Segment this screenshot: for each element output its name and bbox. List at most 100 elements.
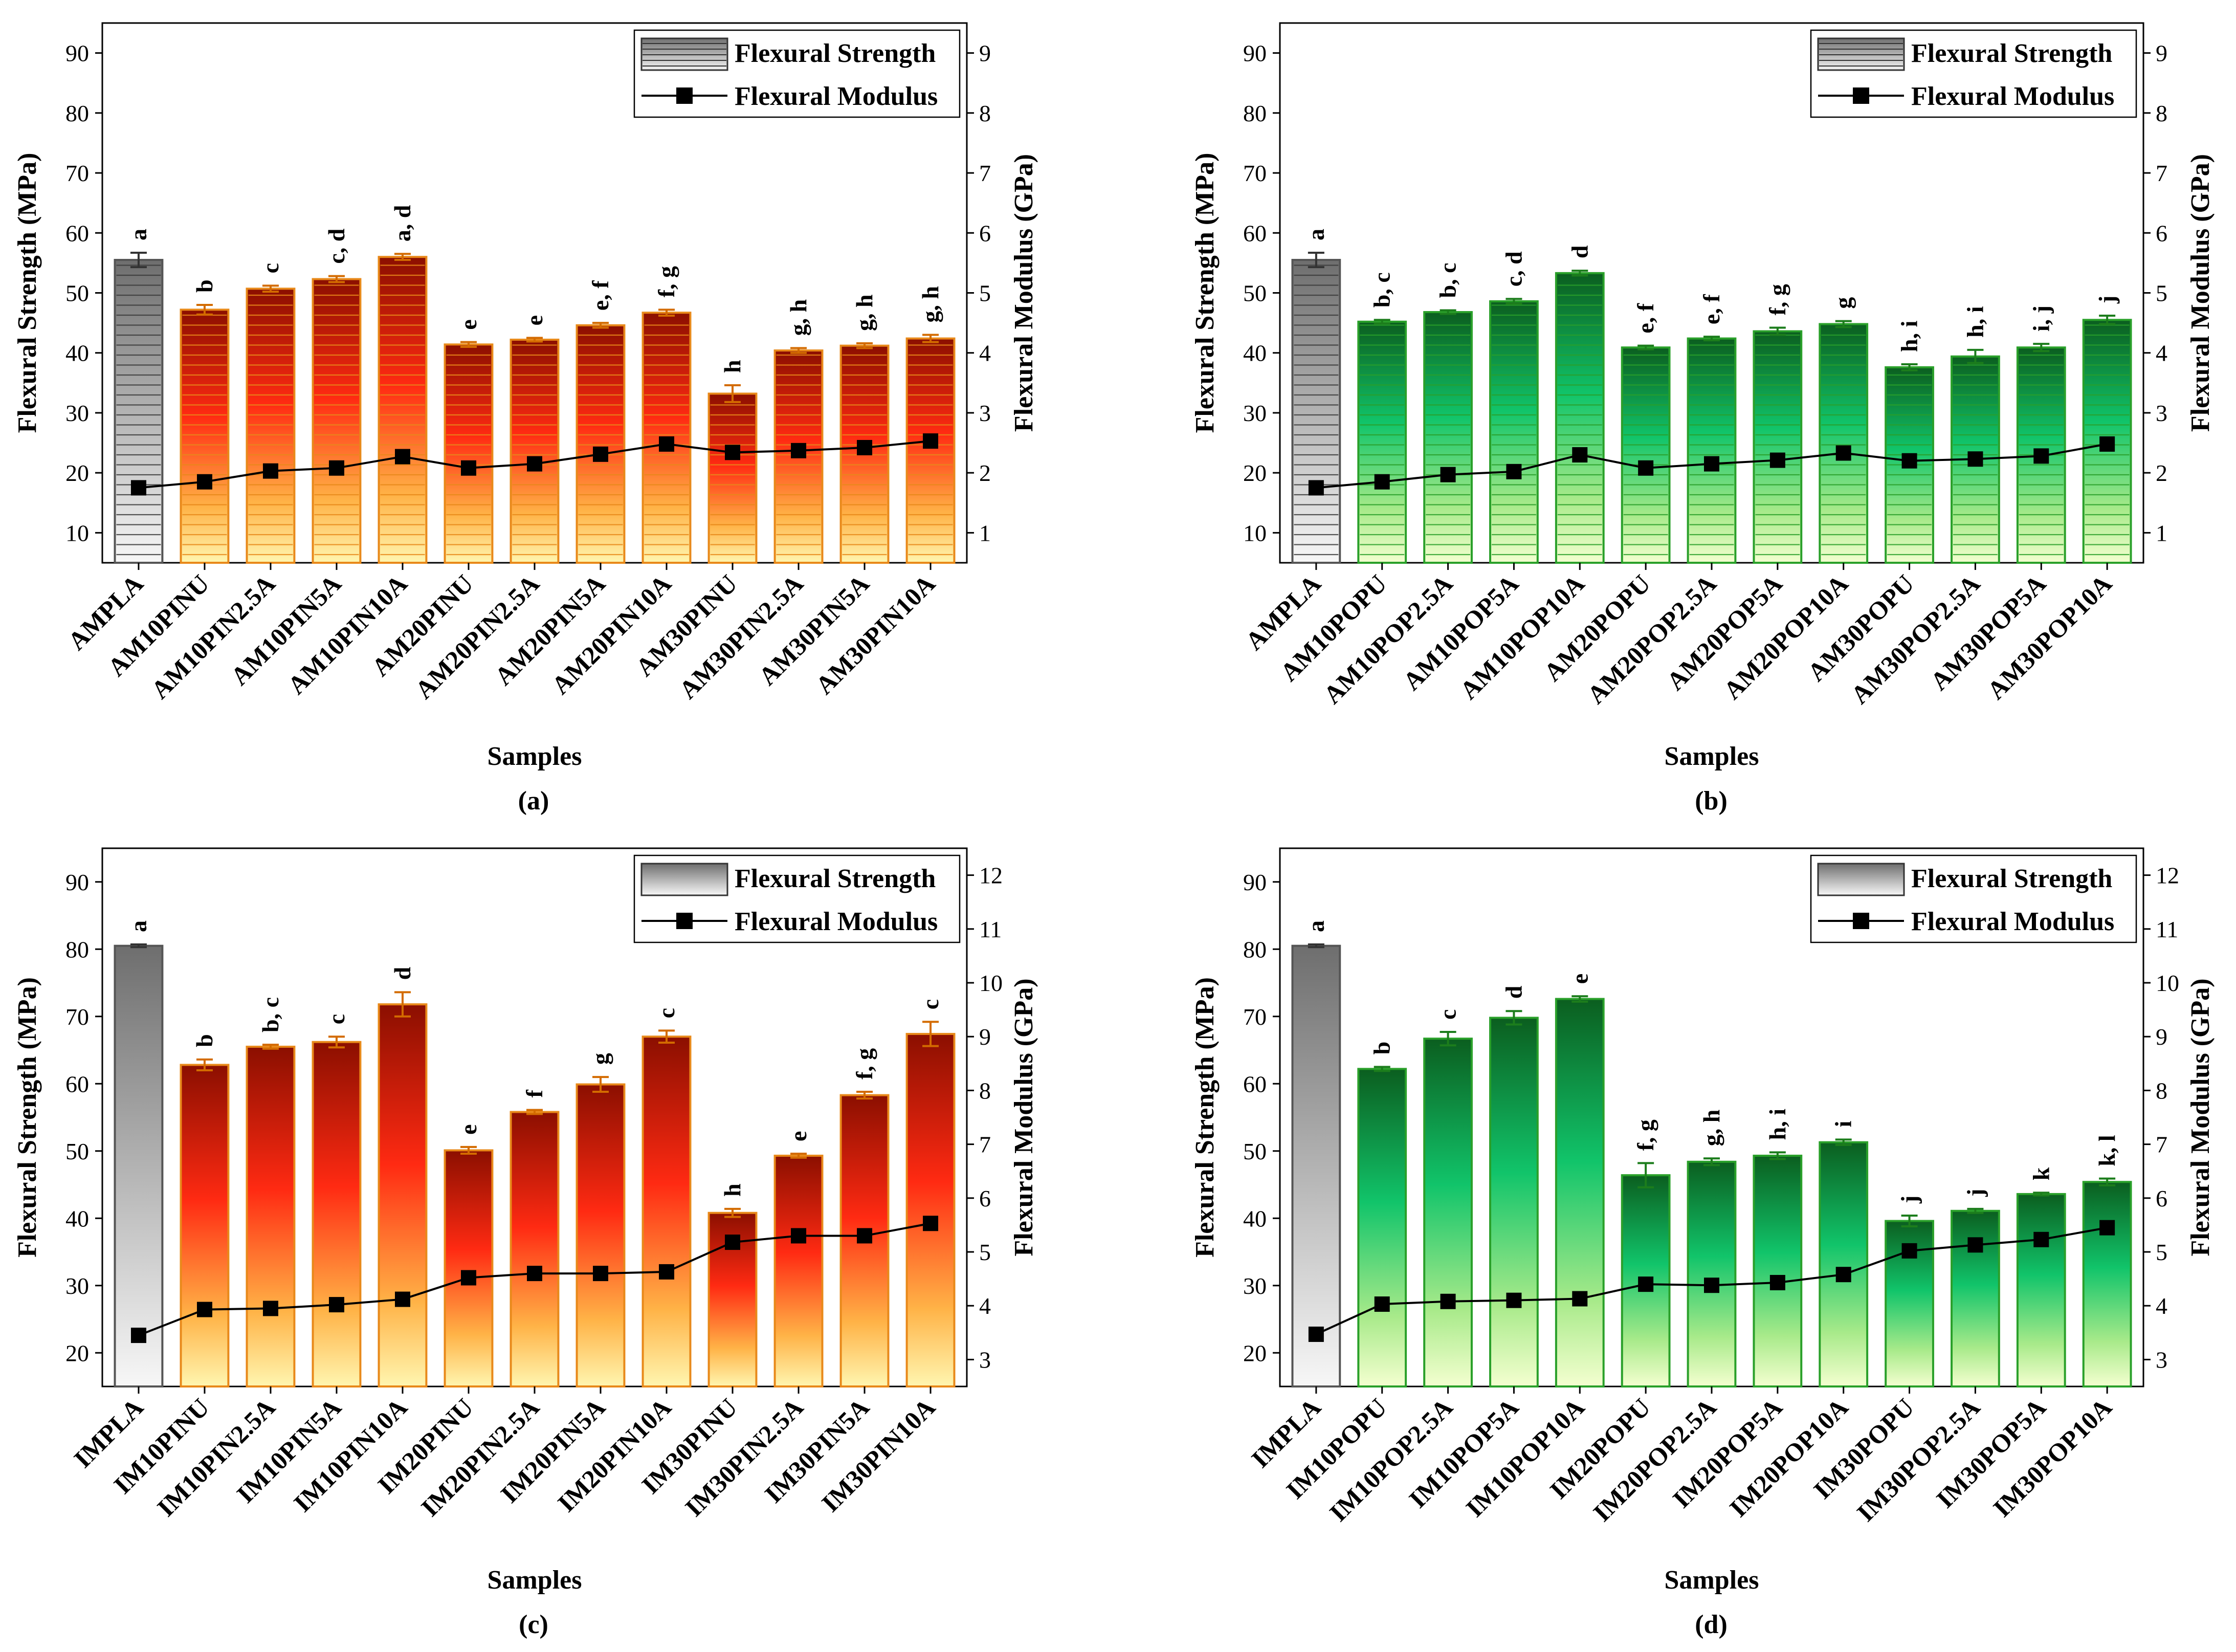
modulus-point <box>725 445 741 460</box>
error-bar <box>922 334 939 343</box>
strength-bar <box>1489 1017 1539 1387</box>
significance-label: e, f <box>1632 303 1658 333</box>
error-bar <box>856 342 873 349</box>
modulus-point <box>1704 456 1719 472</box>
y2-axis-title: Flexural Modulus (GPa) <box>2186 154 2215 432</box>
y2-tick-label: 11 <box>2156 916 2178 942</box>
error-bar <box>856 1091 873 1100</box>
y2-tick-label: 7 <box>2156 160 2167 186</box>
legend-strength-label: Flexural Strength <box>1911 864 2112 893</box>
error-bar <box>130 943 147 949</box>
error-bar <box>922 1021 939 1047</box>
significance-label: a <box>1303 920 1329 932</box>
significance-label: c <box>917 999 943 1009</box>
error-bar <box>1901 1214 1918 1228</box>
y-tick-label: 70 <box>65 1004 89 1030</box>
error-bar <box>1769 1151 1786 1160</box>
modulus-point <box>1638 460 1654 476</box>
y2-tick-label: 10 <box>2156 970 2179 996</box>
significance-label: e, f <box>587 280 613 311</box>
error-bar <box>1440 1030 1456 1047</box>
y-tick-label: 40 <box>65 1205 89 1231</box>
error-bar <box>592 1076 609 1093</box>
y-tick-label: 80 <box>1243 100 1267 126</box>
strength-bar <box>773 1154 824 1388</box>
bar-stripes <box>578 334 623 556</box>
y-tick-label: 90 <box>1243 40 1267 67</box>
strength-bar <box>1489 300 1539 564</box>
error-bar <box>1967 1207 1984 1214</box>
modulus-point <box>1967 1237 1983 1253</box>
y-axis-title: Flexural Strength (MPa) <box>1190 153 1220 433</box>
modulus-point <box>196 474 212 490</box>
error-bar <box>130 251 147 269</box>
y2-tick-label: 11 <box>979 916 1002 942</box>
y2-tick-label: 7 <box>979 1132 991 1158</box>
bar-stripes <box>1821 334 1866 556</box>
y2-tick-label: 9 <box>2156 1024 2167 1050</box>
significance-label: j <box>1896 1196 1922 1204</box>
bar-stripes <box>1557 284 1602 556</box>
error-bar <box>196 303 213 316</box>
y2-axis-title: Flexural Modulus (GPa) <box>1009 154 1038 432</box>
x-tick-label: AM30POP5A <box>1924 569 2051 696</box>
significance-label: d <box>389 966 415 980</box>
legend: Flexural Strength Flexural Modulus <box>1810 854 2137 943</box>
y2-tick-label: 1 <box>979 520 991 546</box>
x-axis-title: Samples <box>1665 742 1759 771</box>
significance-label: g, h <box>917 286 943 323</box>
error-bar <box>1835 320 1852 328</box>
strength-bar <box>510 338 560 564</box>
x-tick-label: AM20POP5A <box>1661 569 1788 696</box>
modulus-point <box>923 433 939 449</box>
y-tick-label: 30 <box>65 400 89 426</box>
modulus-point <box>1901 453 1917 469</box>
modulus-point <box>1704 1277 1719 1293</box>
significance-label: d <box>1566 245 1592 258</box>
modulus-point <box>1374 474 1390 490</box>
legend-strength-label: Flexural Strength <box>1911 39 2112 68</box>
strength-bar <box>444 343 494 564</box>
modulus-point <box>1440 1293 1456 1309</box>
legend: Flexural Strength Flexural Modulus <box>1810 29 2137 118</box>
y2-tick-label: 3 <box>2156 400 2167 426</box>
significance-label: f, g <box>1764 284 1790 315</box>
legend: Flexural Strength Flexural Modulus <box>633 854 961 943</box>
strength-bar <box>1687 1160 1737 1388</box>
y2-tick-label: 5 <box>979 1239 991 1265</box>
strength-bar <box>312 1041 362 1387</box>
legend-modulus-label: Flexural Modulus <box>735 907 938 936</box>
significance-label: k <box>2028 1167 2054 1180</box>
error-bar <box>526 337 543 343</box>
error-bar <box>1637 1162 1654 1188</box>
significance-label: e, f <box>1698 294 1724 324</box>
strength-bar <box>1357 320 1407 564</box>
y2-tick-label: 5 <box>2156 1239 2167 1265</box>
y2-tick-label: 10 <box>979 970 1003 996</box>
error-bar <box>2033 343 2050 353</box>
modulus-point <box>196 1302 212 1317</box>
significance-label: a <box>125 920 151 932</box>
strength-bar <box>1423 311 1473 564</box>
strength-bar <box>444 1149 494 1388</box>
bar-stripes <box>380 265 425 556</box>
x-axis-title: Samples <box>1665 1566 1759 1595</box>
significance-label: d <box>1500 985 1526 999</box>
x-axis-title: Samples <box>488 742 582 771</box>
y2-tick-label: 9 <box>979 1024 991 1050</box>
significance-label: c <box>653 1008 679 1018</box>
y-tick-label: 10 <box>1243 520 1267 546</box>
error-bar <box>1374 319 1390 325</box>
y2-tick-label: 8 <box>979 1077 991 1104</box>
significance-label: c <box>257 263 283 273</box>
significance-label: g <box>587 1053 613 1065</box>
legend-modulus-marker <box>676 913 693 929</box>
significance-label: b <box>1369 1042 1395 1055</box>
modulus-point <box>2033 448 2049 464</box>
strength-bar <box>575 1083 626 1387</box>
significance-label: h, i <box>1764 1109 1790 1140</box>
y-tick-label: 60 <box>1243 1071 1267 1097</box>
modulus-point <box>394 1291 410 1307</box>
error-bar <box>1308 251 1324 269</box>
error-bar <box>1374 1066 1390 1072</box>
